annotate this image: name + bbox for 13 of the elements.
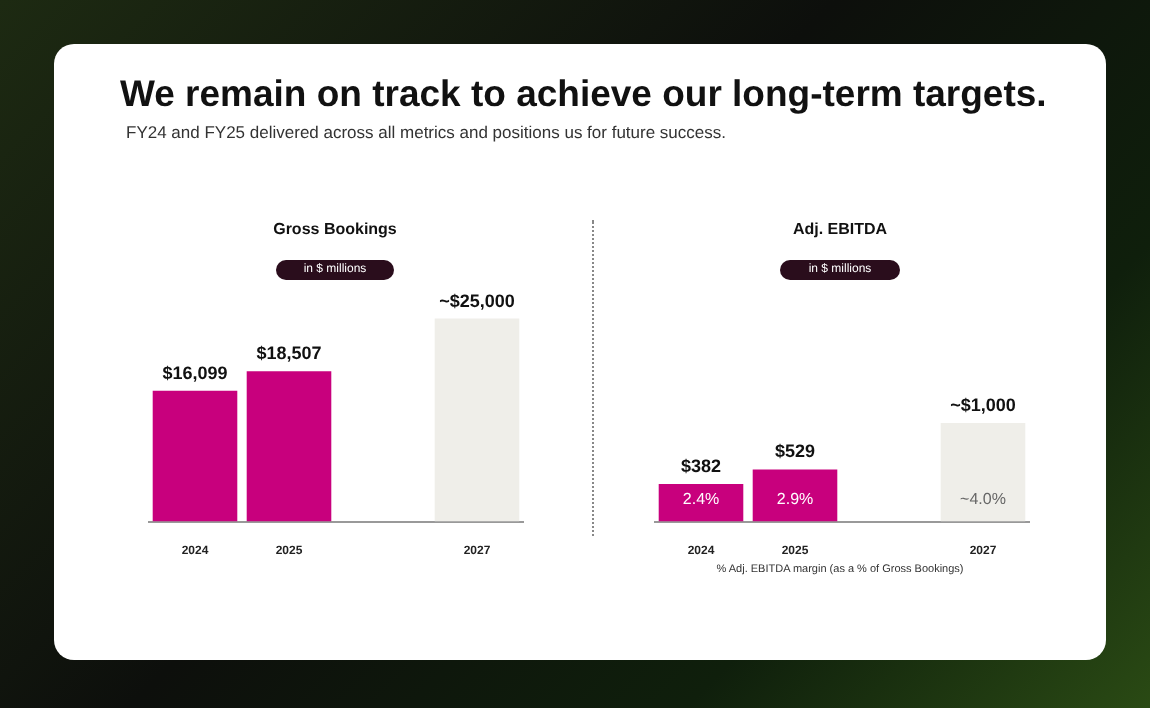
data-label: ~$25,000 — [439, 290, 515, 311]
data-label: $16,099 — [162, 362, 228, 383]
text: FY24 and FY25 delivered across all metrics and positions us for future success. — [126, 122, 729, 142]
data-label: $18,507 — [256, 343, 322, 364]
annotation: 2.9% — [776, 490, 814, 509]
annotation: 2.4% — [682, 490, 720, 509]
chart-title: Adj. EBITDA — [790, 220, 890, 238]
text: We remain on track to achieve our long-term targets. — [120, 72, 1049, 116]
annotation: ~4.0% — [960, 490, 1006, 509]
data-label: ~$1,000 — [950, 394, 1016, 415]
data-label: $529 — [774, 441, 816, 462]
chart-title: Gross Bookings — [271, 220, 399, 238]
data-label: $382 — [680, 455, 722, 476]
